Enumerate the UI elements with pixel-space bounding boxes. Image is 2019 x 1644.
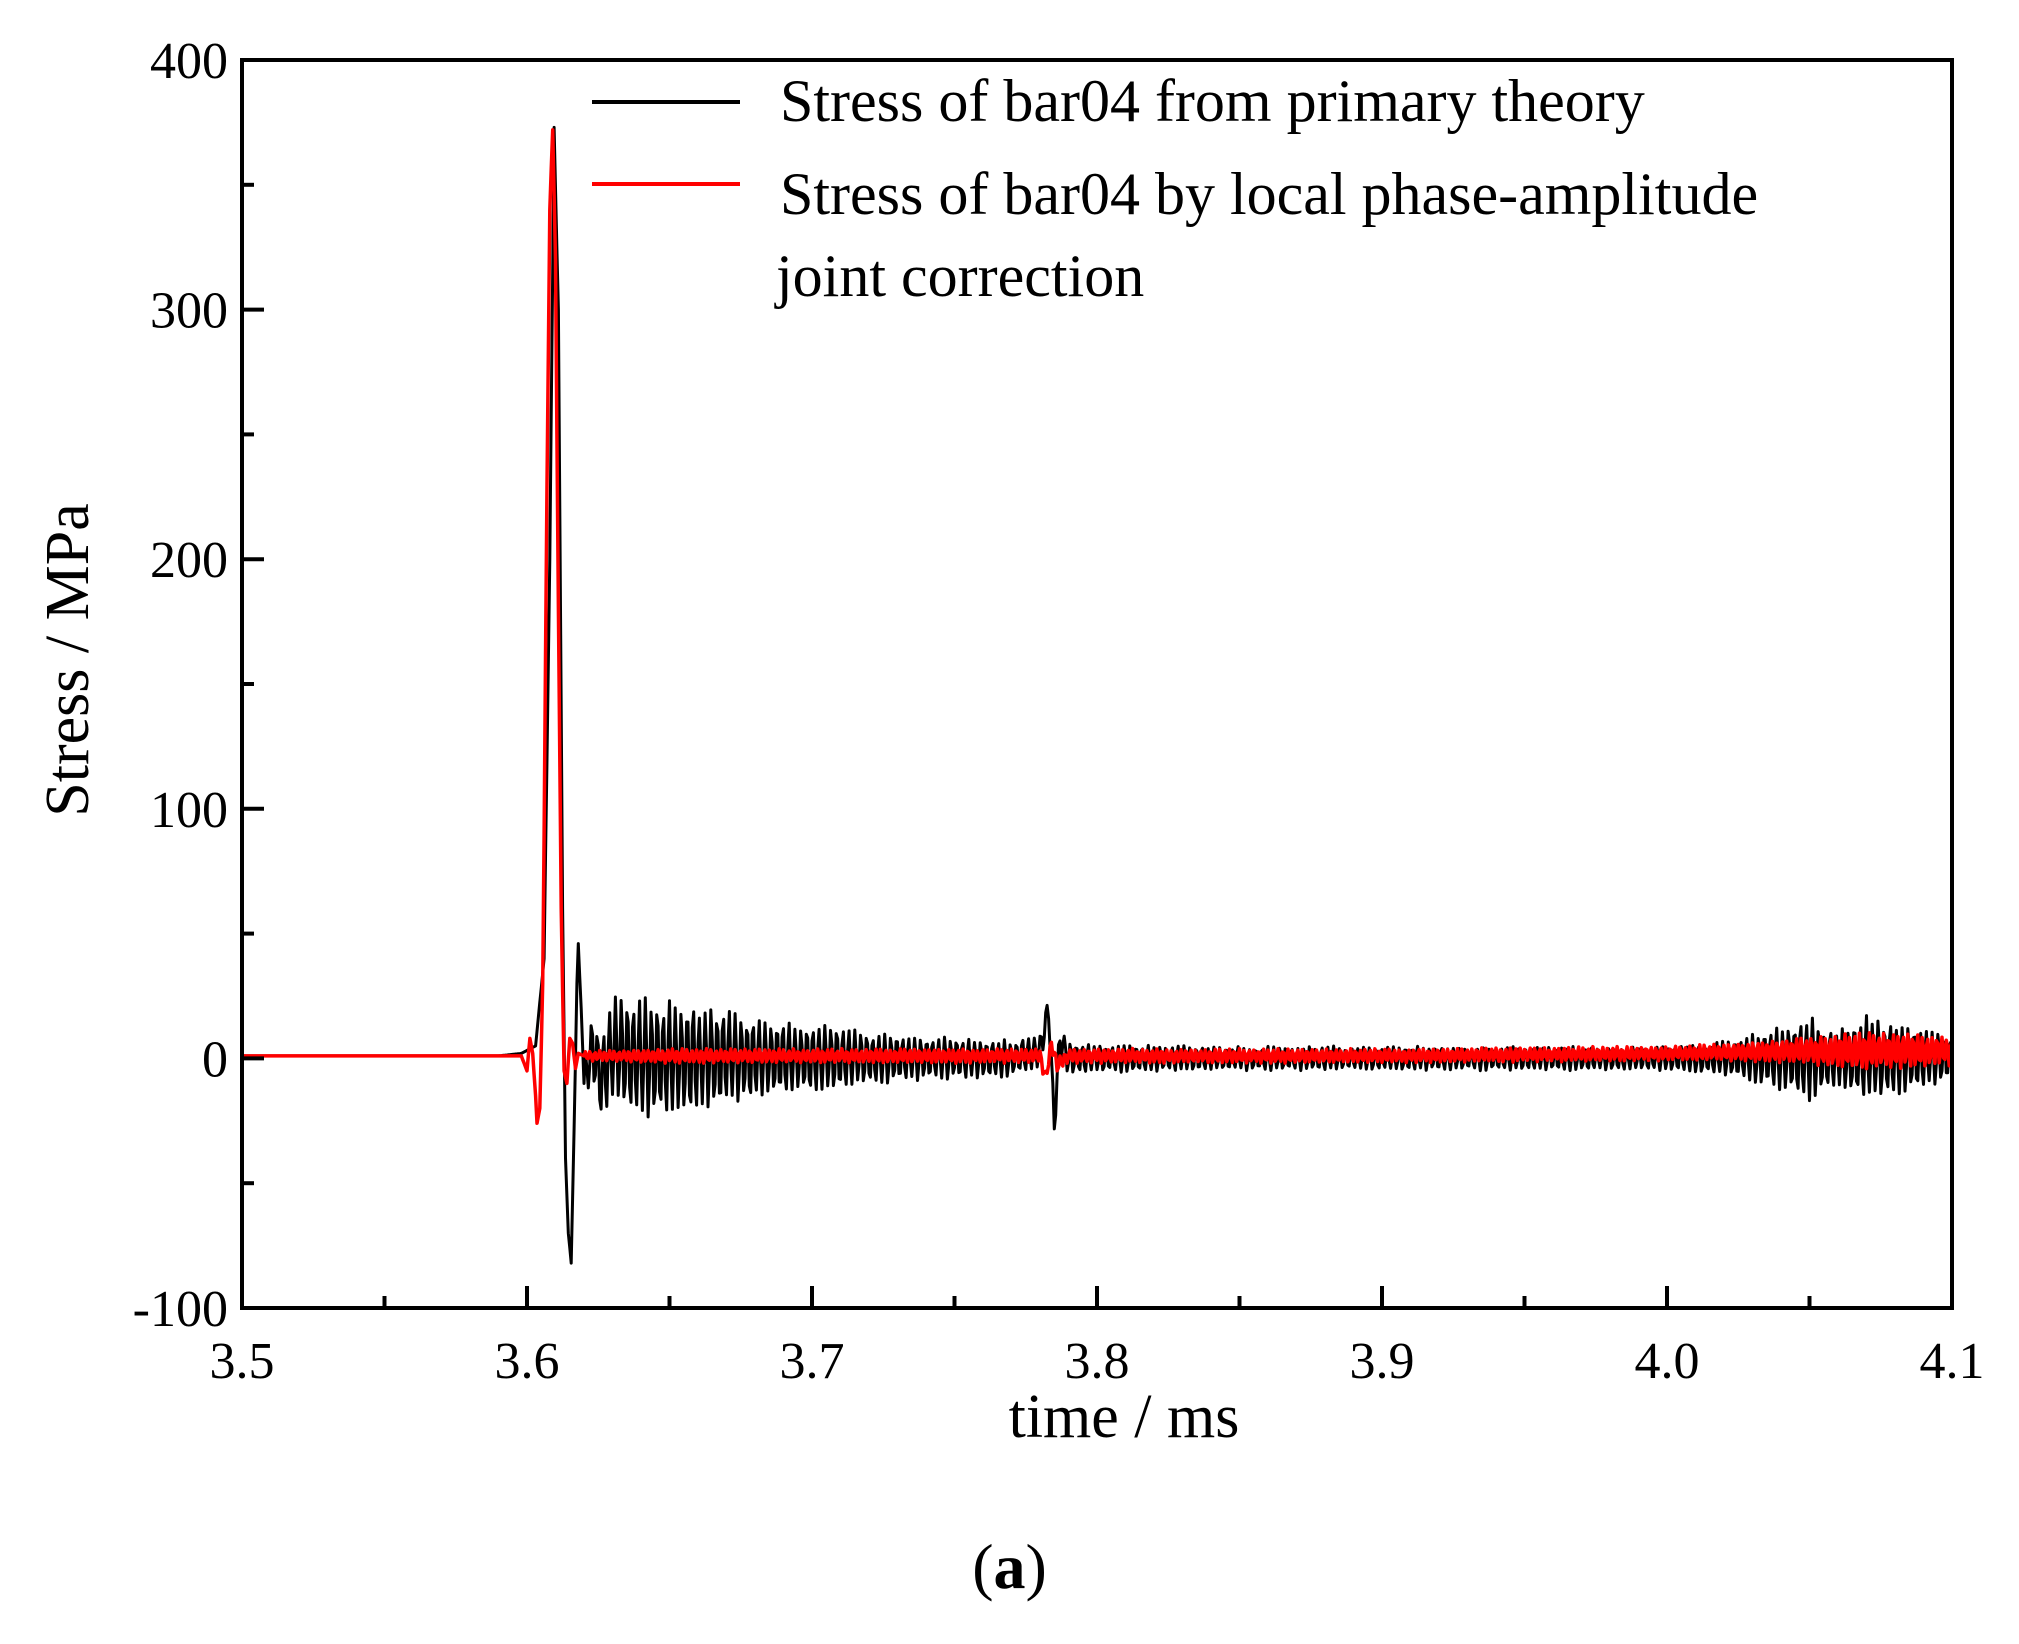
y-tick-label: 200: [150, 532, 228, 589]
x-axis-label: time / ms: [1009, 1383, 1240, 1451]
x-tick-label: 3.7: [780, 1333, 845, 1390]
stress-chart: 3.5 3.6 3.7 3.8 3.9 4.0 4.1 -100 0 100 200 300 400 t…: [34, 33, 1985, 1451]
y-tick-label: 300: [150, 283, 228, 340]
series-line-primary: [241, 125, 1954, 1265]
y-tick-label: -100: [133, 1281, 228, 1338]
legend-label-primary: Stress of bar04 from primary theory: [780, 68, 1645, 134]
legend: Stress of bar04 from primary theory Stre…: [592, 68, 1773, 309]
y-tick-label: 400: [150, 33, 228, 90]
x-tick-label: 3.8: [1065, 1333, 1130, 1390]
x-tick-label: 4.0: [1635, 1333, 1700, 1390]
x-tick-label: 4.1: [1920, 1333, 1985, 1390]
figure-caption: (a): [0, 1530, 2019, 1604]
caption-open: (: [972, 1531, 994, 1602]
y-tick-label: 0: [202, 1031, 228, 1088]
legend-label-corrected-line1: Stress of bar04 by local phase-amplitude: [780, 161, 1758, 227]
x-tick-label: 3.6: [495, 1333, 560, 1390]
series-layer: [241, 125, 1954, 1265]
legend-label-corrected: Stress of bar04 by local phase-amplitude…: [774, 161, 1773, 309]
caption-label: a: [993, 1531, 1026, 1602]
caption-close: ): [1025, 1531, 1047, 1602]
y-axis-label: Stress / MPa: [34, 503, 102, 816]
ticks-layer: [240, 58, 1954, 1310]
x-tick-label: 3.9: [1350, 1333, 1415, 1390]
tick-labels: 3.5 3.6 3.7 3.8 3.9 4.0 4.1 -100 0 100 200 300 400: [133, 33, 1985, 1390]
y-tick-label: 100: [150, 782, 228, 839]
legend-label-corrected-line2: joint correction: [774, 243, 1144, 309]
x-tick-label: 3.5: [210, 1333, 275, 1390]
series-line-corrected: [241, 128, 1954, 1126]
